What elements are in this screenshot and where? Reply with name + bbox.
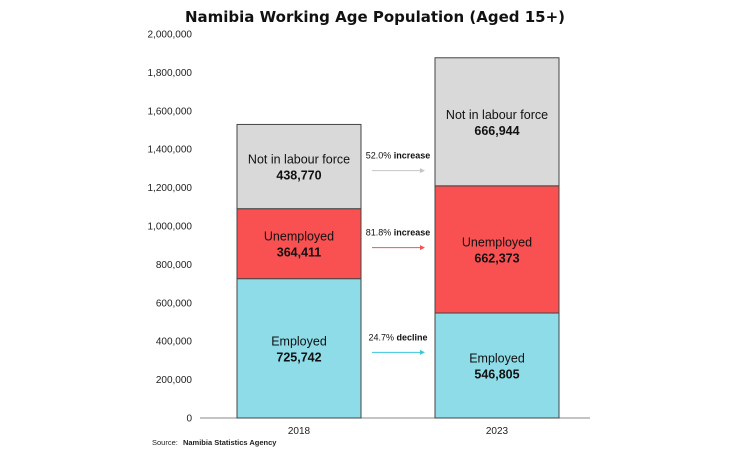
- segment-name-label: Not in labour force: [446, 108, 548, 122]
- chart-title: Namibia Working Age Population (Aged 15+…: [185, 8, 565, 26]
- change-percent: 52.0%: [366, 151, 394, 161]
- y-tick-label: 0: [186, 414, 192, 425]
- bar-segment: [434, 185, 560, 314]
- y-tick-label: 1,000,000: [148, 222, 193, 233]
- x-axis: 2018 2023: [288, 426, 509, 437]
- source-note: Source: Namibia Statistics Agency: [152, 438, 277, 447]
- change-label: 24.7% decline: [368, 332, 427, 342]
- y-tick-label: 200,000: [156, 375, 193, 386]
- source-prefix: Source:: [152, 438, 178, 447]
- bar-segment: [434, 57, 560, 187]
- y-tick-label: 1,200,000: [148, 183, 193, 194]
- change-direction: decline: [397, 332, 428, 342]
- bar-segment: [236, 208, 362, 280]
- y-tick-label: 800,000: [156, 260, 193, 271]
- y-tick-label: 1,800,000: [148, 68, 193, 79]
- bar-segment: [434, 312, 560, 419]
- arrow-head-icon: [420, 245, 425, 251]
- y-axis: 0 200,000 400,000 600,000 800,000 1,000,000 1,…: [148, 30, 193, 425]
- bars: Employed 725,742 Unemployed 364,411 Not in l…: [236, 57, 560, 419]
- y-tick-label: 1,400,000: [148, 145, 193, 156]
- change-percent: 24.7%: [368, 332, 396, 342]
- segment-name-label: Employed: [469, 352, 525, 366]
- change-direction: increase: [394, 228, 431, 238]
- x-tick-label: 2018: [288, 426, 311, 437]
- change-direction: increase: [394, 151, 431, 161]
- y-tick-label: 600,000: [156, 298, 193, 309]
- source-name: Namibia Statistics Agency: [183, 438, 277, 447]
- segment-value-label: 438,770: [276, 169, 321, 183]
- change-label: 52.0% increase: [366, 151, 431, 161]
- segment-name-label: Employed: [271, 334, 327, 348]
- bar-segment: [236, 278, 362, 419]
- y-tick-label: 1,600,000: [148, 106, 193, 117]
- bar-segment: [236, 123, 362, 210]
- segment-name-label: Not in labour force: [248, 153, 350, 167]
- segment-value-label: 662,373: [474, 251, 519, 265]
- x-tick-label: 2023: [486, 426, 509, 437]
- change-percent: 81.8%: [366, 228, 394, 238]
- segment-name-label: Unemployed: [264, 230, 334, 244]
- change-label: 81.8% increase: [366, 228, 431, 238]
- y-tick-label: 2,000,000: [148, 30, 193, 41]
- segment-value-label: 666,944: [474, 124, 519, 138]
- arrow-head-icon: [420, 168, 425, 174]
- segment-value-label: 546,805: [474, 368, 519, 382]
- y-tick-label: 400,000: [156, 337, 193, 348]
- segment-name-label: Unemployed: [462, 235, 532, 249]
- segment-value-label: 725,742: [276, 350, 321, 364]
- arrow-head-icon: [420, 349, 425, 355]
- segment-value-label: 364,411: [277, 246, 322, 260]
